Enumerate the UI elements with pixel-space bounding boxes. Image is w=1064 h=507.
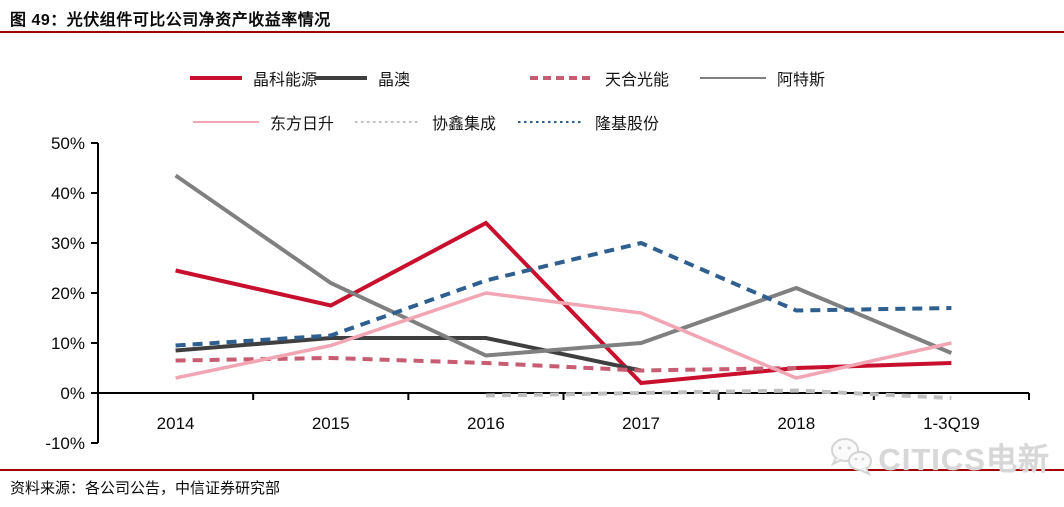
legend-item-longi: 隆基股份 xyxy=(518,112,660,133)
legend-swatch-risen xyxy=(193,121,259,123)
legend-label-longi: 隆基股份 xyxy=(595,116,660,133)
footer-divider xyxy=(0,469,1064,471)
y-tick-label: 40% xyxy=(51,184,85,203)
legend-swatch-trina xyxy=(530,75,594,81)
legend-item-gcl: 协鑫集成 xyxy=(355,112,497,133)
x-tick-label: 2018 xyxy=(777,414,815,433)
legend-swatch-longi xyxy=(518,121,584,123)
series-line-gcl xyxy=(485,388,952,400)
legend-label-canadian: 阿特斯 xyxy=(777,72,826,89)
x-axis: 2014 2015 2016 2017 2018 1-3Q19 xyxy=(97,392,1030,433)
legend-swatch-gcl xyxy=(355,121,421,123)
x-tick-label: 2017 xyxy=(622,414,660,433)
source-note: 资料来源：各公司公告，中信证券研究部 xyxy=(10,480,281,497)
legend-swatch-jinko xyxy=(190,76,242,80)
legend-item-trina: 天合光能 xyxy=(530,68,670,89)
y-tick-label: 50% xyxy=(51,134,85,153)
legend-swatch-ja xyxy=(315,76,367,80)
legend-item-canadian: 阿特斯 xyxy=(700,68,826,89)
legend-label-gcl: 协鑫集成 xyxy=(432,116,497,133)
legend-item-jinko: 晶科能源 xyxy=(190,68,318,89)
legend-label-trina: 天合光能 xyxy=(605,72,670,89)
x-tick-label: 2014 xyxy=(157,414,195,433)
legend-label-ja: 晶澳 xyxy=(378,72,411,89)
legend-swatch-canadian xyxy=(700,77,766,79)
series-line-longi xyxy=(175,240,952,348)
series-line-ja xyxy=(175,336,642,373)
x-tick-label: 2016 xyxy=(467,414,505,433)
x-tick-label: 1-3Q19 xyxy=(923,414,980,433)
figure-title: 图 49：光伏组件可比公司净资产收益率情况 xyxy=(10,12,331,29)
legend-item-ja: 晶澳 xyxy=(315,68,411,89)
y-axis: 50% 40% 30% 20% 10% 0% -10% xyxy=(45,134,99,453)
legend-label-jinko: 晶科能源 xyxy=(253,72,318,89)
legend-label-risen: 东方日升 xyxy=(270,116,335,133)
title-divider xyxy=(0,31,1064,33)
y-tick-label: 10% xyxy=(51,334,85,353)
y-tick-label: 30% xyxy=(51,234,85,253)
series-line-trina xyxy=(175,355,797,373)
legend-item-risen: 东方日升 xyxy=(193,112,335,133)
y-tick-label: -10% xyxy=(45,434,85,453)
y-tick-label: 20% xyxy=(51,284,85,303)
x-tick-label: 2015 xyxy=(312,414,350,433)
series-line-canadian xyxy=(174,173,953,358)
y-tick-label: 0% xyxy=(60,384,85,403)
series-line-risen xyxy=(175,291,952,380)
